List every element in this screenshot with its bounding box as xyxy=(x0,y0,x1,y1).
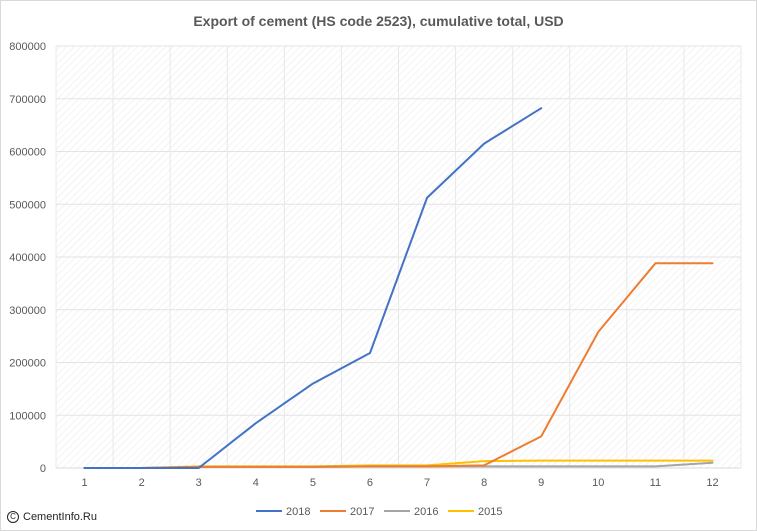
watermark-text: CementInfo.Ru xyxy=(23,511,97,523)
legend-label-2017: 2017 xyxy=(350,506,374,518)
x-tick-label: 3 xyxy=(196,477,202,489)
x-tick-label: 2 xyxy=(139,477,145,489)
x-tick-label: 12 xyxy=(706,477,718,489)
y-tick-label: 800000 xyxy=(9,41,46,53)
legend-label-2018: 2018 xyxy=(286,506,310,518)
y-tick-label: 500000 xyxy=(9,199,46,211)
y-tick-label: 700000 xyxy=(9,94,46,106)
legend-label-2016: 2016 xyxy=(414,506,438,518)
y-tick-label: 0 xyxy=(40,463,46,475)
chart-title: Export of cement (HS code 2523), cumulat… xyxy=(193,13,564,29)
x-tick-label: 6 xyxy=(367,477,373,489)
legend-label-2015: 2015 xyxy=(478,506,502,518)
x-tick-label: 10 xyxy=(592,477,604,489)
x-tick-label: 8 xyxy=(481,477,487,489)
y-tick-label: 400000 xyxy=(9,252,46,264)
x-tick-label: 7 xyxy=(424,477,430,489)
x-tick-label: 4 xyxy=(253,477,259,489)
copyright-icon: C xyxy=(7,511,19,523)
watermark: C CementInfo.Ru xyxy=(7,511,97,523)
x-tick-label: 5 xyxy=(310,477,316,489)
y-tick-label: 600000 xyxy=(9,147,46,159)
series-line-2018 xyxy=(83,107,543,469)
x-tick-label: 11 xyxy=(650,477,661,489)
y-tick-label: 300000 xyxy=(9,305,46,317)
y-tick-label: 200000 xyxy=(9,358,46,370)
y-tick-label: 100000 xyxy=(9,410,46,422)
x-tick-label: 1 xyxy=(81,477,87,489)
x-tick-label: 9 xyxy=(538,477,544,489)
